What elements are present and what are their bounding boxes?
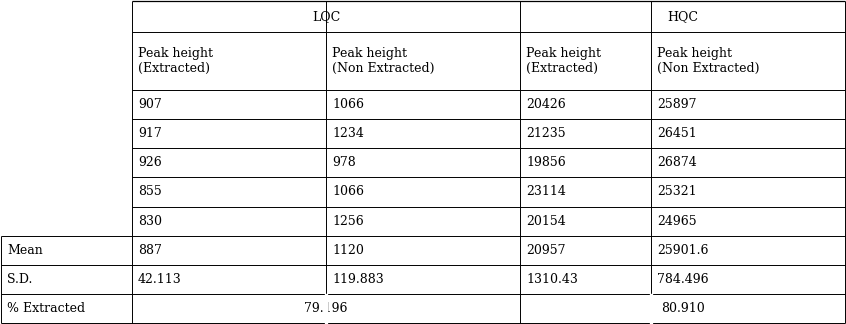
Text: 1066: 1066 xyxy=(332,98,364,111)
Text: Peak height
(Non Extracted): Peak height (Non Extracted) xyxy=(656,47,760,75)
Text: 23114: 23114 xyxy=(526,185,566,198)
Text: 887: 887 xyxy=(138,244,162,257)
Text: 907: 907 xyxy=(138,98,162,111)
Text: 855: 855 xyxy=(138,185,162,198)
Text: 79.196: 79.196 xyxy=(305,302,348,315)
Text: 25901.6: 25901.6 xyxy=(656,244,708,257)
Text: 20426: 20426 xyxy=(526,98,566,111)
Text: 1310.43: 1310.43 xyxy=(526,273,578,286)
Text: 119.883: 119.883 xyxy=(332,273,384,286)
Text: 26451: 26451 xyxy=(656,127,696,140)
Text: 1234: 1234 xyxy=(332,127,364,140)
Text: HQC: HQC xyxy=(667,10,698,23)
Text: Peak height
(Extracted): Peak height (Extracted) xyxy=(526,47,601,75)
Text: 917: 917 xyxy=(138,127,162,140)
Text: 80.910: 80.910 xyxy=(661,302,705,315)
Text: 20154: 20154 xyxy=(526,214,566,227)
Text: 21235: 21235 xyxy=(526,127,566,140)
Text: 830: 830 xyxy=(138,214,162,227)
Text: 784.496: 784.496 xyxy=(656,273,708,286)
Text: 1256: 1256 xyxy=(332,214,364,227)
Text: 26874: 26874 xyxy=(656,156,696,169)
Text: Peak height
(Non Extracted): Peak height (Non Extracted) xyxy=(332,47,435,75)
Text: S.D.: S.D. xyxy=(7,273,32,286)
Text: 978: 978 xyxy=(332,156,355,169)
Text: Mean: Mean xyxy=(7,244,43,257)
Text: 25321: 25321 xyxy=(656,185,696,198)
Text: 1120: 1120 xyxy=(332,244,364,257)
Text: Peak height
(Extracted): Peak height (Extracted) xyxy=(138,47,213,75)
Text: 24965: 24965 xyxy=(656,214,696,227)
Text: 926: 926 xyxy=(138,156,162,169)
Text: 19856: 19856 xyxy=(526,156,566,169)
Text: 25897: 25897 xyxy=(656,98,696,111)
Text: % Extracted: % Extracted xyxy=(7,302,85,315)
Text: 42.113: 42.113 xyxy=(138,273,182,286)
Text: 1066: 1066 xyxy=(332,185,364,198)
Text: 20957: 20957 xyxy=(526,244,566,257)
Text: LQC: LQC xyxy=(312,10,340,23)
